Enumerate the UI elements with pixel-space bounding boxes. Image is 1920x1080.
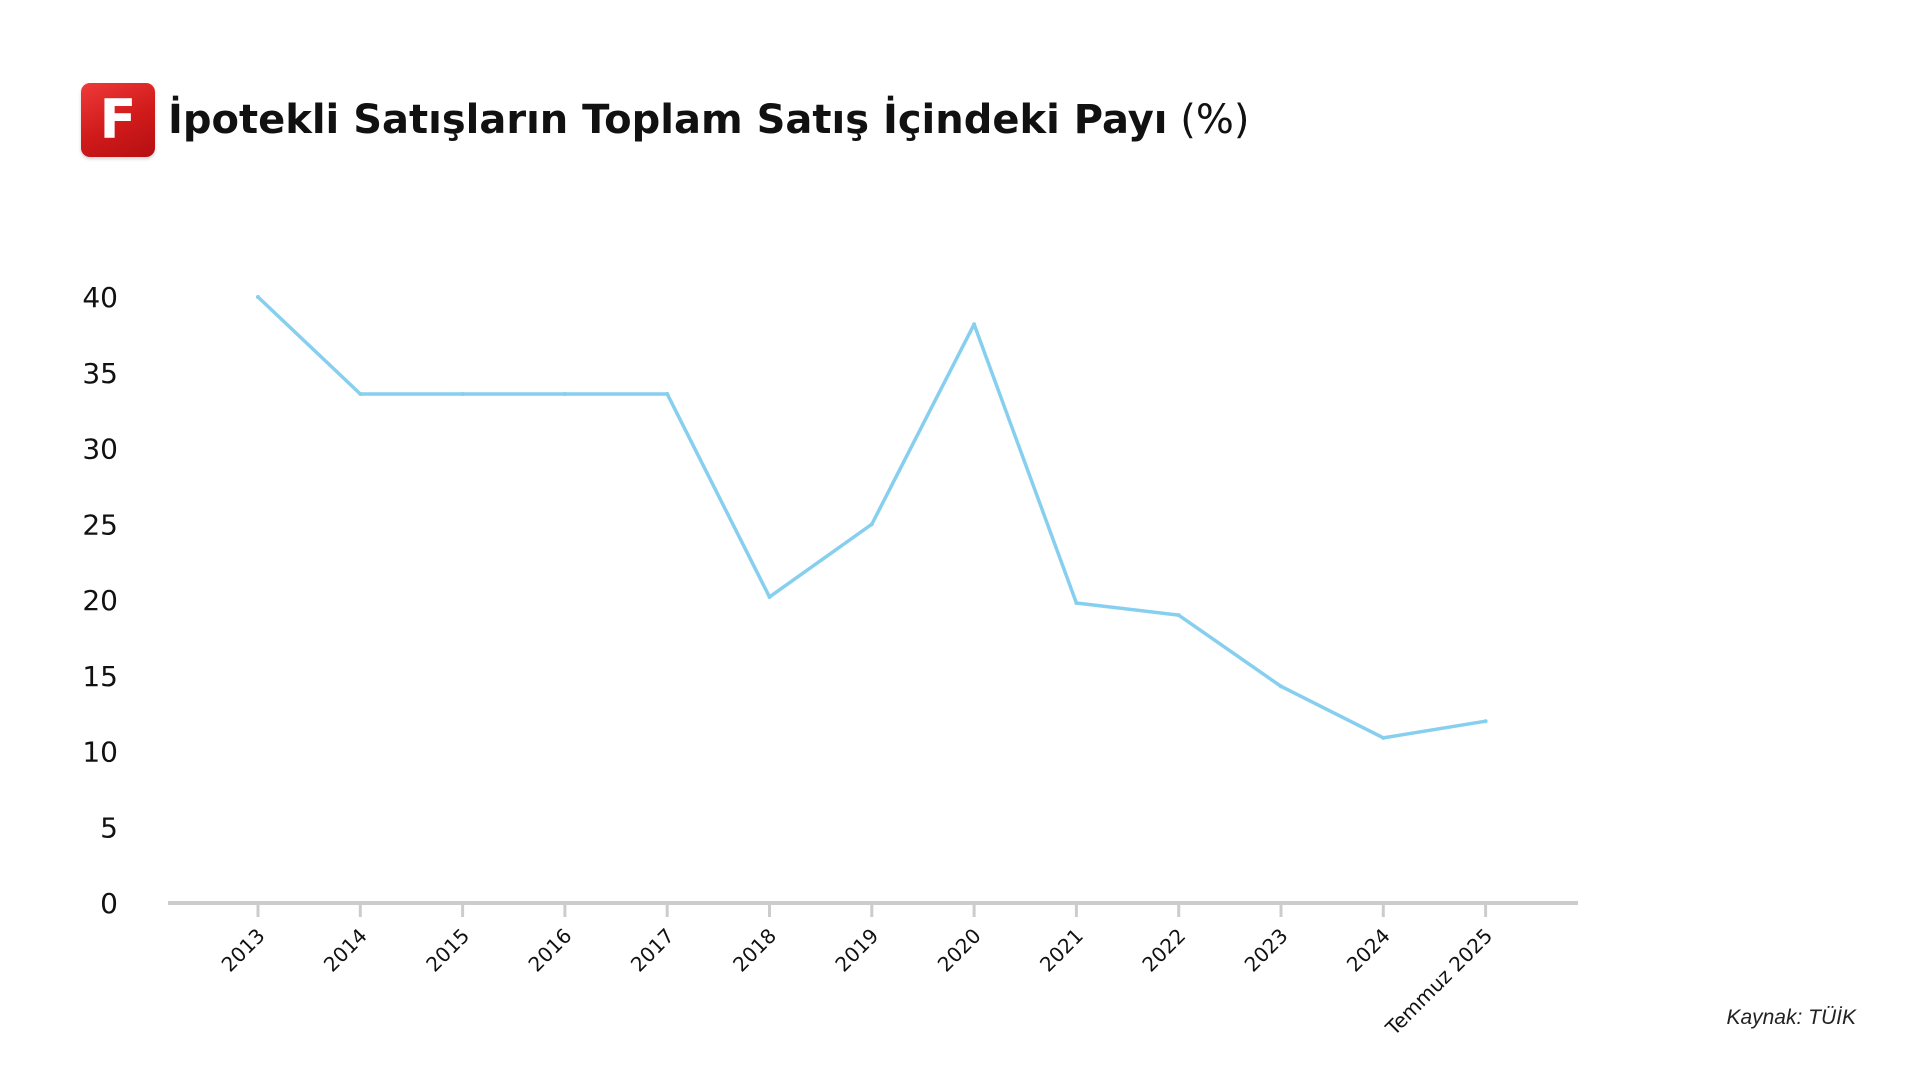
y-tick-label: 40	[82, 281, 118, 314]
data-points	[256, 295, 1488, 740]
data-point	[256, 295, 260, 299]
x-tick-label: 2024	[1342, 924, 1395, 977]
data-point	[358, 391, 363, 396]
data-point	[1381, 735, 1386, 740]
x-tick-label: 2018	[728, 924, 781, 977]
y-tick-label: 25	[82, 508, 118, 541]
x-tick-label: 2016	[523, 924, 576, 977]
y-tick-label: 10	[82, 736, 118, 769]
y-tick-label: 30	[82, 433, 118, 466]
x-tick-label: 2017	[626, 924, 679, 977]
data-point	[1483, 719, 1488, 724]
data-point	[665, 391, 670, 396]
x-tick-label: 2015	[421, 924, 474, 977]
data-point	[460, 391, 465, 396]
source-note: Kaynak: TÜİK	[1726, 1006, 1856, 1029]
y-tick-label: 20	[82, 584, 118, 617]
data-point	[972, 322, 977, 327]
chart-title-text: İpotekli Satışların Toplam Satış İçindek…	[168, 97, 1168, 143]
logo: F	[81, 83, 155, 157]
y-tick-label: 35	[82, 357, 118, 390]
x-tick-label: Temmuz 2025	[1380, 924, 1497, 1041]
data-point	[1279, 684, 1283, 689]
y-tick-label: 0	[100, 887, 118, 920]
y-tick-label: 5	[100, 811, 118, 844]
logo-letter: F	[99, 88, 137, 151]
data-point	[1176, 613, 1181, 618]
x-tick-label: 2014	[319, 924, 372, 977]
x-tick-label: 2019	[830, 924, 883, 977]
y-tick-label: 15	[82, 660, 118, 693]
series-line	[256, 295, 1488, 740]
x-tick-label: 2020	[933, 924, 986, 977]
chart-title-unit: (%)	[1180, 97, 1250, 143]
data-point	[869, 522, 874, 527]
data-point	[767, 594, 772, 599]
x-tick-label: 2023	[1240, 924, 1293, 977]
chart-title: İpotekli Satışların Toplam Satış İçindek…	[168, 92, 1249, 148]
x-tick-label: 2013	[217, 924, 270, 977]
x-tick-label: 2022	[1137, 924, 1190, 977]
data-point	[562, 391, 567, 396]
x-axis-ticks: 2013 2014 2015 2016 2017 2018 2019 2020 2021 2022…	[217, 903, 1497, 1041]
data-point	[1074, 601, 1079, 606]
x-tick-label: 2021	[1035, 924, 1088, 977]
y-axis-ticks: 0 5 10 15 20 25 30 35 40	[82, 281, 118, 920]
